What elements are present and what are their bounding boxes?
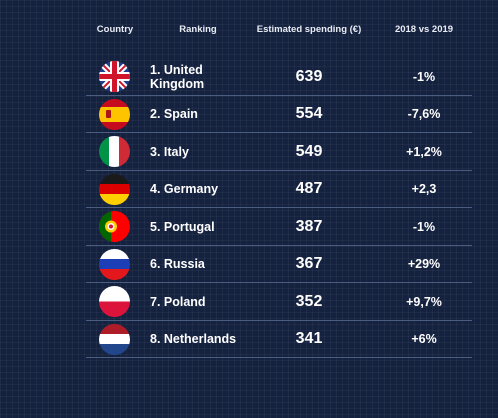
change-value: +2,3	[411, 182, 437, 196]
rank-label: 5. Portugal	[150, 219, 215, 234]
rank-label: 7. Poland	[150, 294, 206, 309]
spending-value: 639	[295, 67, 323, 85]
rank-label: 8. Netherlands	[150, 332, 237, 346]
table-row: 2. Spain 554 -7,6%	[86, 96, 472, 134]
change-value: -7,6%	[407, 107, 441, 121]
netherlands-flag-icon	[99, 323, 130, 355]
rank-label: 4. Germany	[150, 182, 219, 196]
spending-value: 341	[295, 330, 323, 347]
spending-table: Country Ranking Estimated spending (€) 2…	[86, 0, 472, 358]
change-value: +9,7%	[406, 294, 442, 309]
spending-value: 549	[295, 142, 323, 160]
table-row: 7. Poland 352 +9,7%	[86, 283, 472, 321]
table-row: 8. Netherlands 341 +6%	[86, 321, 472, 359]
spending-value: 352	[295, 292, 323, 310]
russia-flag-icon	[99, 248, 130, 280]
spending-value: 487	[295, 180, 323, 197]
table-row: 1. United Kingdom 639 -1%	[86, 58, 472, 96]
change-value: -1%	[412, 219, 436, 234]
spain-flag-icon	[99, 98, 130, 130]
table-row: 3. Italy 549 +1,2%	[86, 133, 472, 171]
germany-flag-icon	[99, 173, 130, 205]
change-value: +6%	[411, 332, 437, 346]
spending-value: 554	[295, 105, 323, 122]
header-estimated-spending: Estimated spending (€)	[256, 23, 362, 35]
italy-flag-icon	[99, 136, 130, 167]
change-value: -1%	[412, 69, 436, 84]
change-value: +1,2%	[406, 144, 442, 159]
table-header: Country Ranking Estimated spending (€) 2…	[86, 0, 472, 58]
poland-flag-icon	[99, 286, 130, 317]
rank-label: 6. Russia	[150, 257, 205, 271]
portugal-flag-icon	[99, 211, 130, 242]
rank-label: 1. United Kingdom	[150, 62, 205, 91]
header-change: 2018 vs 2019	[394, 23, 454, 35]
table-row: 6. Russia 367 +29%	[86, 246, 472, 284]
header-country: Country	[96, 23, 134, 35]
rank-label: 3. Italy	[150, 144, 189, 159]
table-row: 5. Portugal 387 -1%	[86, 208, 472, 246]
spending-value: 387	[295, 217, 323, 235]
change-value: +29%	[407, 257, 441, 271]
uk-flag-icon	[99, 61, 130, 92]
spending-value: 367	[295, 255, 323, 272]
header-ranking: Ranking	[179, 23, 217, 35]
table-row: 4. Germany 487 +2,3	[86, 171, 472, 209]
rank-label: 2. Spain	[150, 107, 198, 121]
